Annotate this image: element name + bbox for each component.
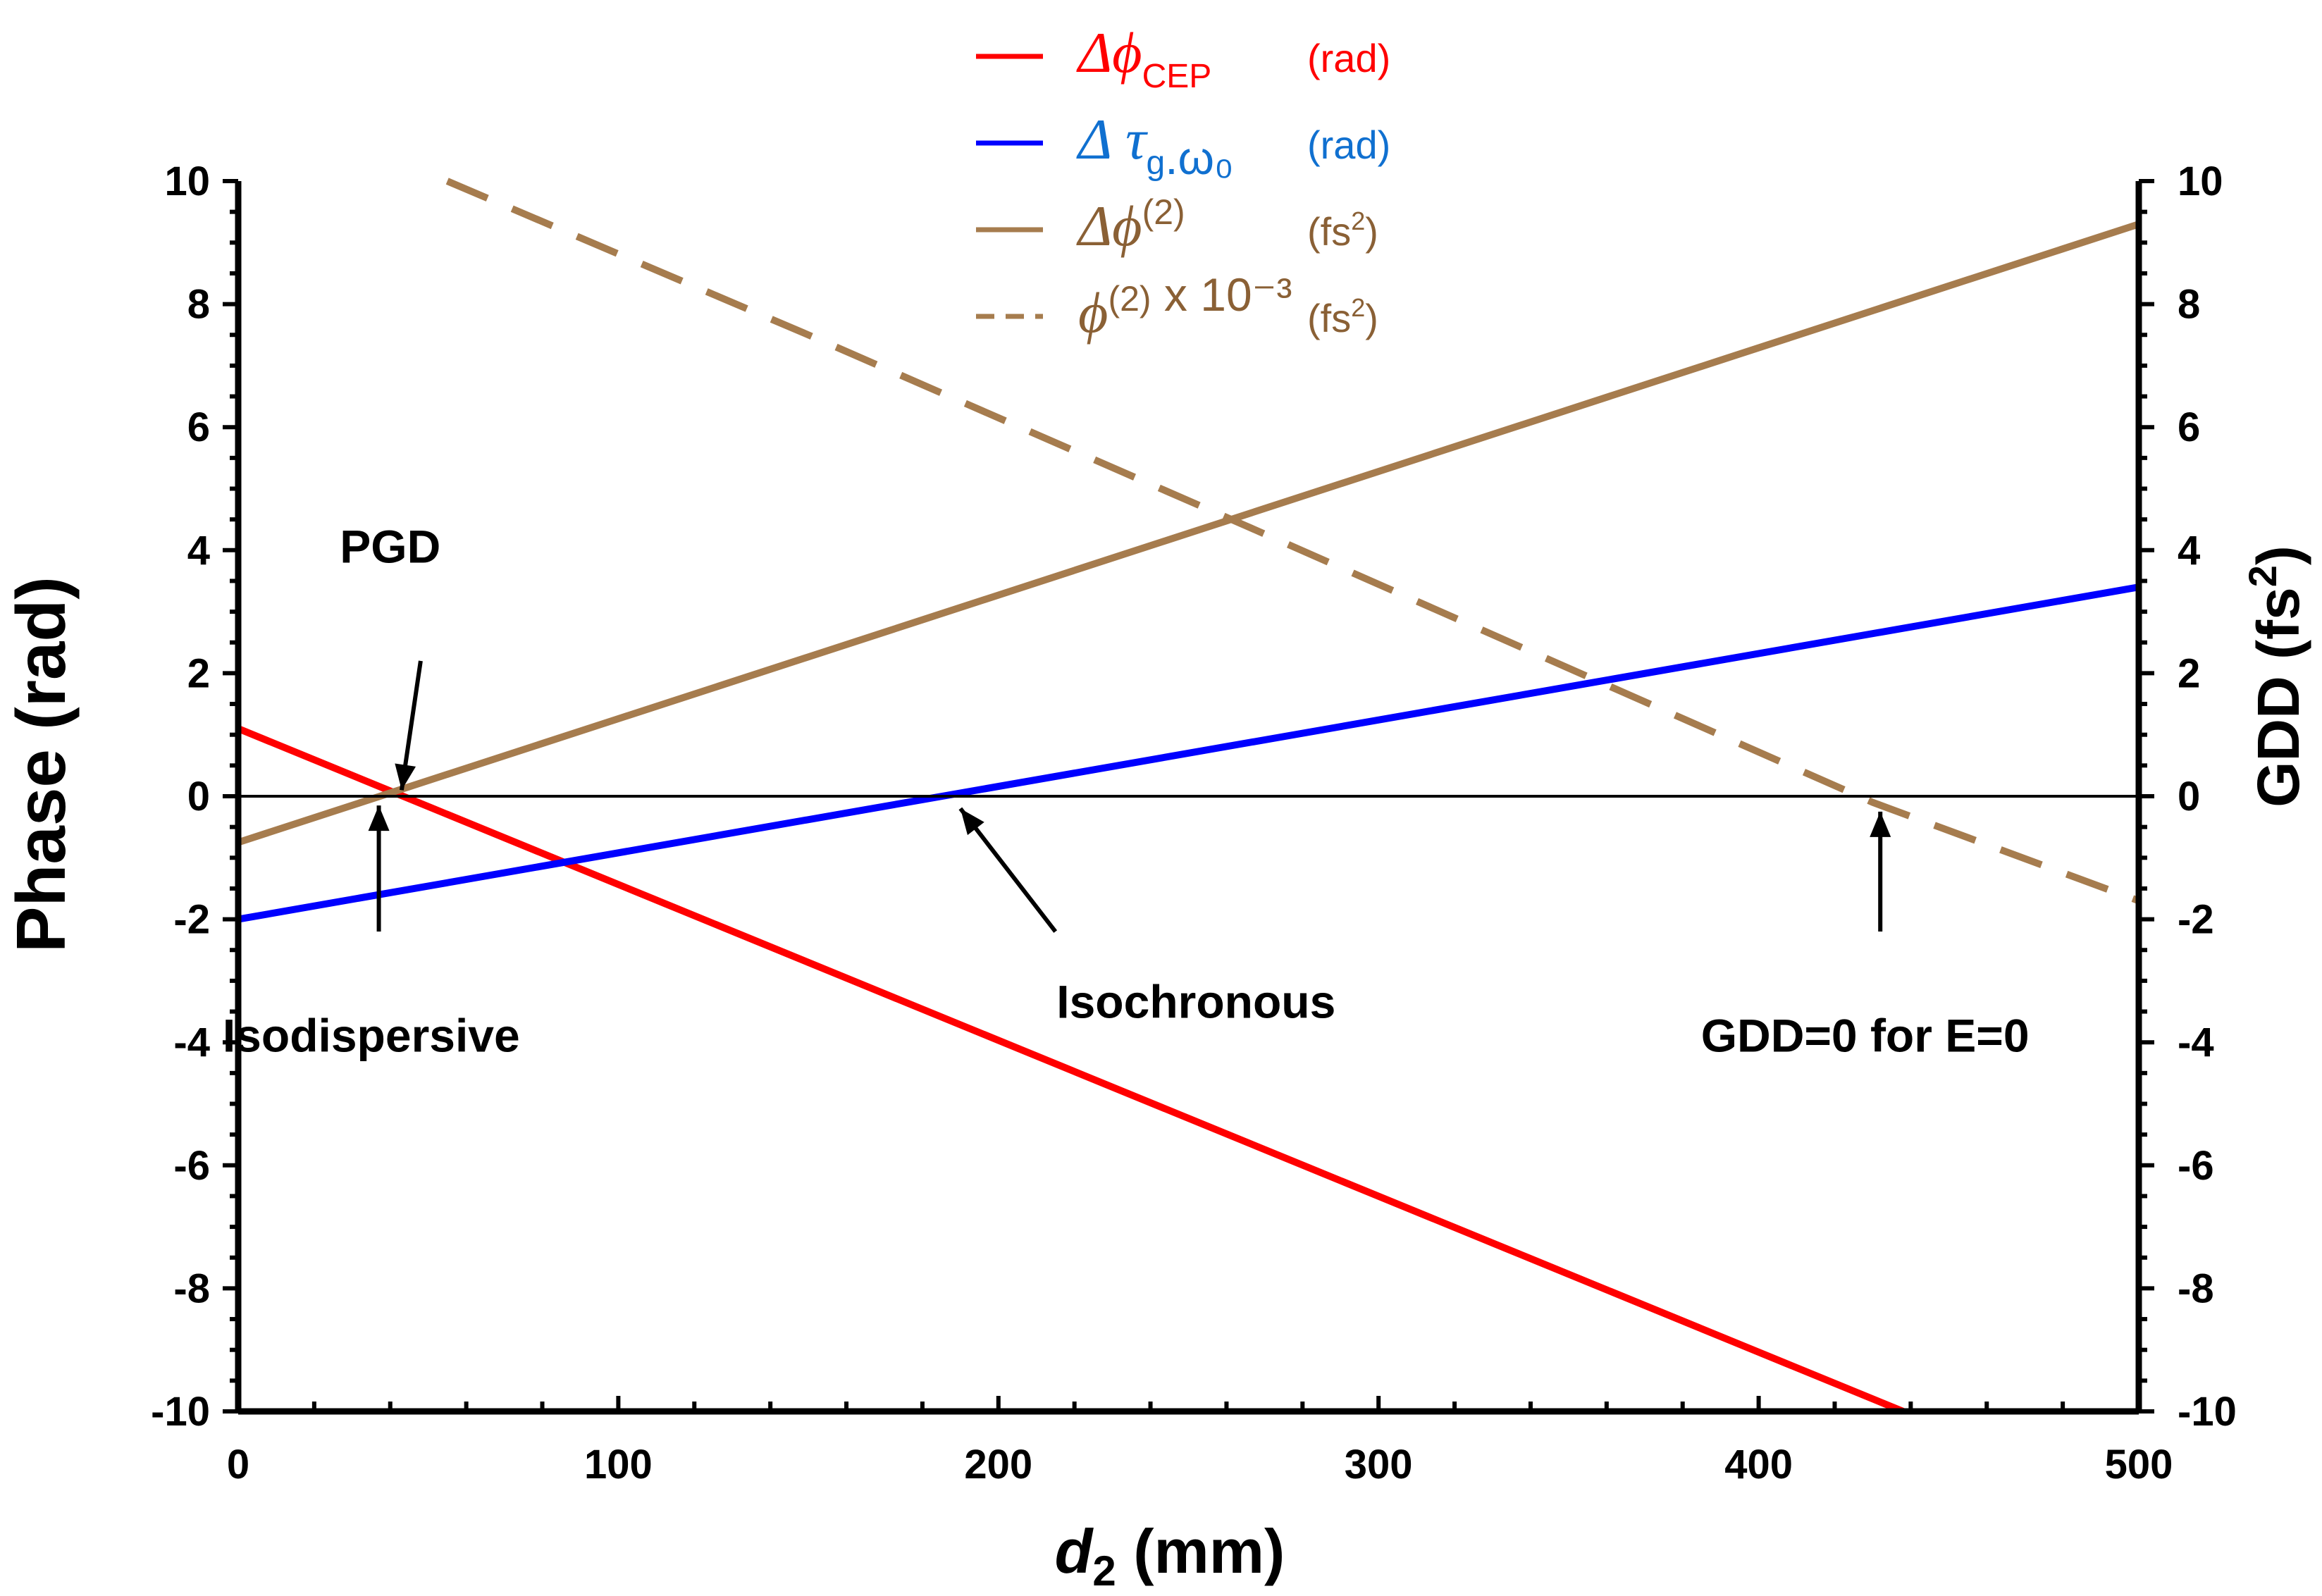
y-tick-label-left: -2 xyxy=(173,897,210,943)
legend-label-3: Δϕ(2) xyxy=(1076,192,1185,258)
legend: ΔϕCEP (rad)Δ τg.ω₀ (rad)Δϕ(2) (fs2)ϕ(2) x 1… xyxy=(976,20,1390,345)
legend-unit-3: (fs2) xyxy=(1307,206,1378,254)
legend-label-extra: x 10⁻³ xyxy=(1151,268,1292,321)
y-tick-label-left: 8 xyxy=(187,282,210,328)
x-axis-title-var: d xyxy=(1055,1516,1094,1586)
x-tick-label: 100 xyxy=(584,1442,653,1487)
x-axis-title-unit: (mm) xyxy=(1116,1516,1285,1586)
y-tick-label-left: 4 xyxy=(187,528,210,574)
y-tick-label-right: 2 xyxy=(2178,650,2200,696)
series-line-2 xyxy=(237,583,2139,923)
x-tick-label: 400 xyxy=(1724,1442,1793,1487)
y-tick-label-right: -10 xyxy=(2178,1389,2237,1435)
annotation-arrowhead-1 xyxy=(395,763,416,791)
legend-label-main: Δ τ xyxy=(1076,107,1148,171)
y-tick-label-left: 2 xyxy=(187,650,210,696)
y-tick-label-right: -6 xyxy=(2178,1143,2214,1189)
y-tick-label-left: 0 xyxy=(187,774,210,819)
legend-unit-main: (rad) xyxy=(1307,123,1390,167)
y-tick-label-right: -8 xyxy=(2178,1266,2214,1311)
legend-label-4: ϕ(2) x 10⁻³ xyxy=(1078,268,1292,345)
y-axis-title-right-sup: 2 xyxy=(2240,565,2285,587)
legend-unit-close: ) xyxy=(1365,296,1378,340)
y-axis-title-right-close: ) xyxy=(2245,545,2311,565)
legend-label-2: Δ τg.ω₀ xyxy=(1076,107,1233,184)
x-tick-label: 200 xyxy=(964,1442,1032,1487)
y-tick-label-left: 10 xyxy=(164,159,210,204)
annotation-label-1: PGD xyxy=(340,520,440,572)
y-axis-title-left: Phase (rad) xyxy=(2,576,80,953)
y-tick-label-right: -2 xyxy=(2178,897,2214,943)
x-tick-label: 500 xyxy=(2105,1442,2173,1487)
x-axis-title-sub: 2 xyxy=(1092,1547,1116,1595)
legend-label-main: Δϕ xyxy=(1076,20,1142,85)
y-tick-label-right: 6 xyxy=(2178,404,2200,450)
legend-unit-2: (rad) xyxy=(1307,123,1390,167)
y-axis-title-right-main: GDD (fs xyxy=(2245,587,2311,808)
legend-label-sup: (2) xyxy=(1108,279,1151,318)
annotation-arrowhead-4 xyxy=(1870,811,1891,837)
legend-label-sub: CEP xyxy=(1142,58,1212,95)
annotations: PGD Isodispersive Isochronous GDD=0 for E=0 xyxy=(223,520,2030,1061)
y-tick-label-left: -4 xyxy=(173,1020,210,1065)
x-tick-label: 300 xyxy=(1345,1442,1413,1487)
annotation-arrowhead-3 xyxy=(960,808,984,836)
y-tick-label-right: 8 xyxy=(2178,282,2200,328)
y-tick-label-right: 10 xyxy=(2178,159,2223,204)
annotation-arrow-3 xyxy=(958,807,1058,933)
series-line-3 xyxy=(237,221,2140,846)
y-tick-label-left: -10 xyxy=(151,1389,210,1435)
legend-label-sub: g xyxy=(1147,144,1166,182)
legend-label-main: Δϕ xyxy=(1076,194,1142,258)
x-axis-title: d2 (mm) xyxy=(1055,1516,1285,1595)
legend-label-1: ΔϕCEP xyxy=(1076,20,1211,95)
legend-unit-main: (rad) xyxy=(1307,36,1390,80)
y-tick-label-right: 4 xyxy=(2178,528,2200,574)
legend-unit-close: ) xyxy=(1365,209,1378,254)
annotation-arrowhead-2 xyxy=(368,805,390,831)
legend-unit-sup: 2 xyxy=(1351,293,1365,322)
series-line-4 xyxy=(445,178,2140,905)
legend-unit-1: (rad) xyxy=(1307,36,1390,80)
legend-label-extra: .ω₀ xyxy=(1165,132,1233,184)
x-tick-label: 0 xyxy=(227,1442,249,1487)
annotation-label-2: Isodispersive xyxy=(223,1009,520,1061)
legend-unit-sup: 2 xyxy=(1351,206,1365,235)
legend-unit-main: (fs xyxy=(1307,296,1351,340)
y-tick-label-left: 6 xyxy=(187,404,210,450)
legend-unit-4: (fs2) xyxy=(1307,293,1378,340)
plot-area xyxy=(237,178,2140,1415)
y-tick-label-right: -4 xyxy=(2178,1020,2214,1065)
y-tick-label-left: -8 xyxy=(173,1266,210,1311)
annotation-label-3: Isochronous xyxy=(1056,975,1335,1027)
y-tick-label-right: 0 xyxy=(2178,774,2200,819)
y-axis-title-right: GDD (fs2) xyxy=(2240,545,2311,808)
annotation-label-4: GDD=0 for E=0 xyxy=(1701,1009,2030,1061)
legend-unit-main: (fs xyxy=(1307,209,1351,254)
legend-label-sup: (2) xyxy=(1142,192,1185,232)
legend-label-main: ϕ xyxy=(1078,280,1108,345)
y-tick-label-left: -6 xyxy=(173,1143,210,1189)
series-line-1 xyxy=(237,725,1905,1415)
